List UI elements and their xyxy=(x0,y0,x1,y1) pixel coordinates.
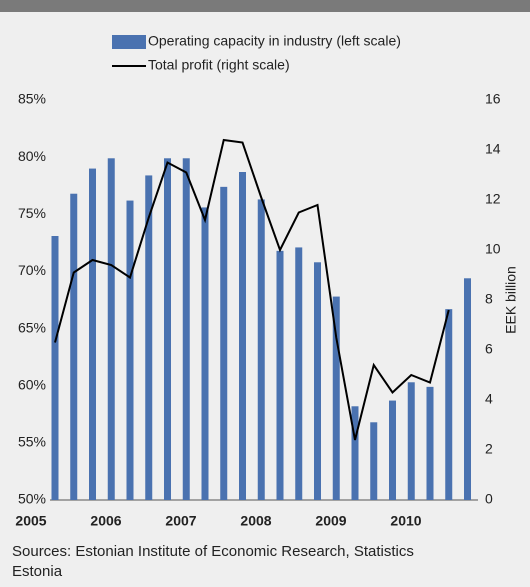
y2-tick-label: 14 xyxy=(485,141,501,157)
y-tick-label: 50% xyxy=(18,491,46,507)
bar xyxy=(107,158,115,501)
y-tick-label: 75% xyxy=(18,205,46,221)
bar xyxy=(126,200,134,501)
bar xyxy=(239,172,246,500)
legend-swatch xyxy=(112,35,146,49)
bar xyxy=(51,236,59,500)
bar xyxy=(201,207,209,500)
legend-label: Total profit (right scale) xyxy=(148,57,290,73)
bar xyxy=(332,296,340,500)
y-tick-label: 55% xyxy=(18,434,46,450)
bar xyxy=(70,193,78,500)
y-tick-label: 70% xyxy=(18,262,46,278)
y2-tick-label: 2 xyxy=(485,441,493,457)
top-band xyxy=(0,0,530,12)
bar xyxy=(445,309,453,500)
legend-label: Operating capacity in industry (left sca… xyxy=(148,33,401,49)
bar xyxy=(89,168,96,501)
bar xyxy=(276,250,284,500)
line xyxy=(54,138,450,441)
bar xyxy=(164,158,171,501)
x-tick-label: 2007 xyxy=(165,513,196,529)
x-tick-label: 2005 xyxy=(15,513,46,529)
y2-tick-label: 4 xyxy=(485,391,493,407)
bar xyxy=(145,175,153,500)
y2-tick-label: 8 xyxy=(485,291,493,307)
y2-tick-label: 6 xyxy=(485,341,493,357)
x-tick-label: 2009 xyxy=(315,513,346,529)
bar xyxy=(351,406,359,500)
bar xyxy=(389,400,396,500)
y2-tick-label: 10 xyxy=(485,241,501,257)
bar xyxy=(182,158,190,501)
x-tick-label: 2010 xyxy=(390,513,421,529)
y-tick-label: 85% xyxy=(18,91,46,107)
y-tick-label: 65% xyxy=(18,319,46,335)
y2-tick-label: 12 xyxy=(485,191,501,207)
bar xyxy=(314,262,321,500)
bar xyxy=(370,422,378,500)
bar xyxy=(426,386,434,500)
bar xyxy=(407,382,415,500)
bar xyxy=(220,186,228,500)
bar xyxy=(464,278,471,500)
source-note: Sources: Estonian Institute of Economic … xyxy=(12,543,414,580)
y-tick-label: 60% xyxy=(18,376,46,392)
x-tick-label: 2008 xyxy=(240,513,271,529)
y2-tick-label: 0 xyxy=(485,491,493,507)
bar xyxy=(295,247,303,500)
bar xyxy=(257,199,265,500)
y-tick-label: 80% xyxy=(18,148,46,164)
y2-axis-title: EEK billion xyxy=(503,266,519,334)
x-tick-label: 2006 xyxy=(90,513,121,529)
y2-tick-label: 16 xyxy=(485,91,501,107)
